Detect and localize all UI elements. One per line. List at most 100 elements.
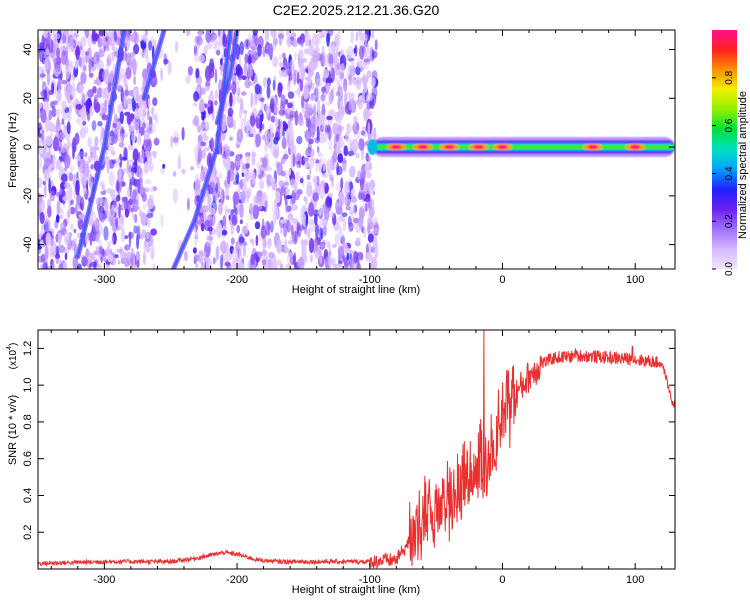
noise-speckle [236,87,241,96]
noise-speckle [245,153,251,164]
noise-speckle [163,58,169,65]
noise-speckle [229,136,233,141]
noise-speckle [79,151,85,158]
noise-speckle [128,159,135,164]
band-hotspot-core [497,145,508,150]
noise-speckle [143,161,150,175]
noise-speckle [144,179,152,185]
noise-speckle [235,153,241,167]
noise-speckle [186,30,191,37]
noise-speckle [270,30,276,37]
noise-speckle [148,40,153,51]
noise-speckle [233,119,236,130]
spectrogram-x-tick-label: -300 [93,274,115,286]
noise-speckle [250,55,256,64]
noise-speckle [121,252,129,265]
noise-speckle [331,257,336,266]
noise-speckle [256,161,261,175]
noise-speckle [303,226,308,235]
noise-speckle [108,52,116,63]
noise-speckle [315,33,320,39]
noise-speckle [303,130,307,138]
noise-speckle [243,170,250,183]
noise-speckle [259,106,263,115]
noise-speckle [153,137,160,146]
noise-speckle [124,208,129,218]
noise-speckle [87,155,92,164]
noise-speckle [298,49,304,60]
noise-speckle [325,196,332,208]
noise-speckle [193,115,200,127]
snr-series-line [38,330,675,569]
noise-speckle [319,185,326,200]
noise-speckle [205,80,211,87]
noise-speckle [316,175,320,186]
noise-speckle [362,73,366,88]
noise-speckle [337,85,344,101]
noise-speckle [77,219,84,230]
noise-speckle [81,93,86,109]
noise-speckle [115,217,119,227]
noise-speckle [80,72,87,84]
noise-speckle [240,117,245,132]
noise-speckle [52,105,56,113]
noise-speckle [372,128,377,141]
noise-speckle [336,62,341,70]
noise-speckle [97,120,103,127]
spectrogram-streak-core [76,30,126,258]
noise-speckle [248,133,254,138]
noise-speckle [291,190,297,205]
noise-speckle [92,86,97,94]
noise-speckle [93,79,99,85]
noise-speckle [244,79,251,89]
spectrogram-noise [38,30,379,269]
noise-speckle [132,264,137,269]
noise-speckle [343,242,348,254]
noise-speckle [353,250,358,264]
noise-speckle [292,152,296,168]
noise-speckle [289,110,294,122]
noise-speckle [323,91,327,98]
noise-speckle [47,265,52,269]
spectrogram-frame [37,29,676,270]
noise-speckle [105,264,111,269]
noise-speckle [335,182,341,191]
noise-speckle [110,234,114,245]
noise-speckle [268,251,275,259]
noise-speckle [334,75,341,85]
noise-speckle [244,53,249,64]
noise-speckle [257,35,264,50]
noise-speckle [84,54,88,63]
noise-speckle [192,102,198,108]
noise-speckle [79,128,84,137]
noise-speckle [353,116,358,123]
noise-speckle [292,150,297,155]
noise-speckle [113,113,119,125]
noise-speckle [160,67,163,82]
noise-speckle [347,123,352,134]
noise-speckle [68,185,73,202]
noise-speckle [57,232,63,242]
noise-speckle [53,57,57,70]
noise-speckle [94,136,98,150]
noise-speckle [357,95,364,110]
noise-speckle [260,225,267,239]
noise-speckle [39,212,45,224]
noise-speckle [152,97,158,106]
noise-speckle [151,106,154,116]
noise-speckle [60,146,67,154]
spectrogram-streak-core [143,30,166,100]
noise-speckle [241,75,247,80]
noise-speckle [312,209,320,217]
noise-speckle [124,89,129,97]
noise-speckle [181,127,185,141]
noise-speckle [258,122,263,134]
noise-speckle [365,251,371,262]
noise-speckle [304,31,310,47]
noise-speckle [99,33,106,47]
noise-speckle [369,46,374,62]
noise-speckle [70,38,74,53]
noise-speckle [135,250,141,264]
noise-speckle [305,129,311,142]
noise-speckle [196,220,203,225]
